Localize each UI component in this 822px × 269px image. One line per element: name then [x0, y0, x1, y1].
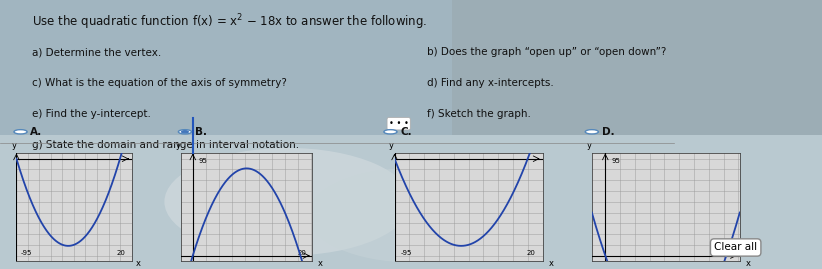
Text: a) Determine the vertex.: a) Determine the vertex.: [32, 47, 161, 57]
Text: • • •: • • •: [389, 119, 409, 128]
Bar: [452, 0, 822, 134]
Text: c) What is the equation of the axis of symmetry?: c) What is the equation of the axis of s…: [32, 78, 287, 88]
Bar: [0, 0, 452, 134]
Text: y: y: [586, 141, 591, 150]
Text: 20: 20: [298, 250, 307, 256]
Text: y: y: [176, 141, 181, 150]
Text: f) Sketch the graph.: f) Sketch the graph.: [427, 109, 531, 119]
Text: A.: A.: [30, 127, 43, 137]
Text: 20: 20: [526, 250, 535, 256]
Text: 95: 95: [612, 158, 620, 164]
Text: C.: C.: [400, 127, 412, 137]
Text: x: x: [136, 259, 141, 268]
Text: d) Find any x-intercepts.: d) Find any x-intercepts.: [427, 78, 553, 88]
Text: -95: -95: [21, 250, 32, 256]
Text: g) State the domain and range in interval notation.: g) State the domain and range in interva…: [32, 140, 299, 150]
Text: 20: 20: [117, 250, 126, 256]
Text: -95: -95: [400, 250, 412, 256]
Text: Clear all: Clear all: [714, 242, 757, 253]
Text: 20: 20: [724, 250, 733, 256]
Text: x: x: [317, 259, 322, 268]
Ellipse shape: [164, 148, 411, 256]
Text: x: x: [548, 259, 553, 268]
Text: D.: D.: [602, 127, 614, 137]
Text: 95: 95: [198, 158, 207, 164]
Bar: [0, 134, 822, 269]
Text: e) Find the y-intercept.: e) Find the y-intercept.: [32, 109, 151, 119]
Text: B.: B.: [195, 127, 207, 137]
Text: y: y: [389, 141, 394, 150]
Ellipse shape: [308, 168, 514, 262]
Text: x: x: [746, 259, 750, 268]
Text: Use the quadratic function f(x) = x$^2$ $-$ 18x to answer the following.: Use the quadratic function f(x) = x$^2$ …: [32, 12, 427, 32]
Text: y: y: [12, 141, 16, 150]
Text: b) Does the graph “open up” or “open down”?: b) Does the graph “open up” or “open dow…: [427, 47, 666, 57]
